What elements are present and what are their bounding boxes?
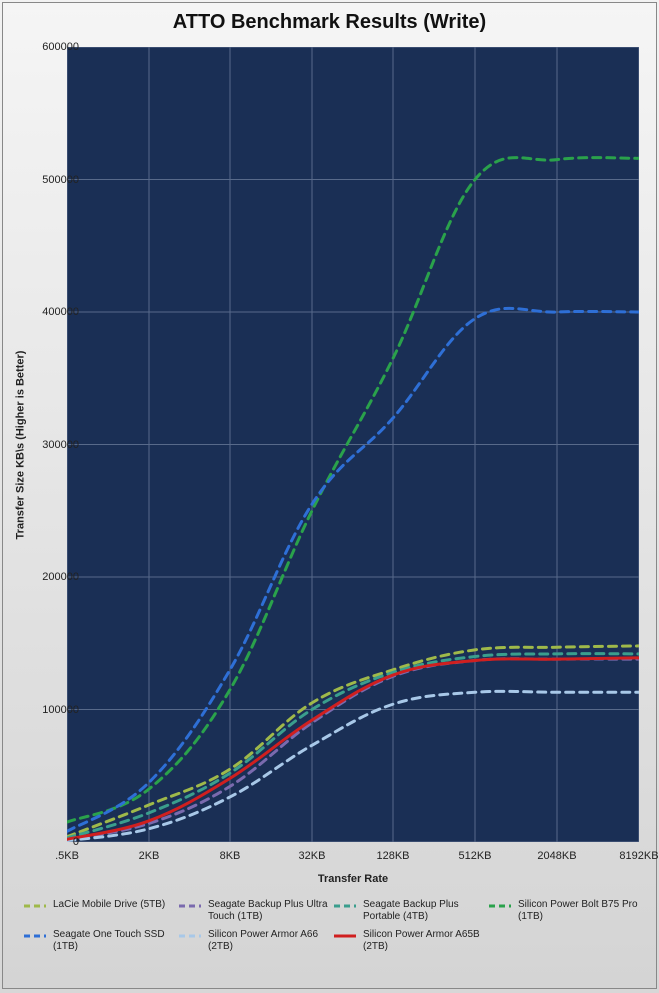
legend-item: Silicon Power Armor A65B (2TB) [333,929,488,953]
legend-label: Seagate Backup Plus Ultra Touch (1TB) [208,899,333,923]
x-tick-label: 2KB [139,850,160,862]
legend-item: Silicon Power Bolt B75 Pro (1TB) [488,899,643,923]
x-tick-label: 32KB [299,850,326,862]
legend-item: Seagate One Touch SSD (1TB) [23,929,178,953]
y-tick-label: 0 [19,836,79,848]
y-tick-label: 300000 [19,439,79,451]
legend: LaCie Mobile Drive (5TB) Seagate Backup P… [23,899,644,953]
x-axis-label: Transfer Rate [67,873,639,885]
x-tick-label: 512KB [458,850,491,862]
legend-item: LaCie Mobile Drive (5TB) [23,899,178,923]
legend-item: Silicon Power Armor A66 (2TB) [178,929,333,953]
y-tick-label: 400000 [19,306,79,318]
plot-area [67,47,639,842]
x-tick-label: 8KB [220,850,241,862]
legend-label: Seagate One Touch SSD (1TB) [53,929,178,953]
plot-svg [67,47,639,842]
y-tick-label: 200000 [19,571,79,583]
y-tick-label: 600000 [19,41,79,53]
x-tick-label: 8192KB [619,850,658,862]
y-tick-label: 500000 [19,174,79,186]
chart-frame: ATTO Benchmark Results (Write) Transfer … [2,2,657,989]
x-tick-label: 2048KB [537,850,576,862]
legend-label: Silicon Power Bolt B75 Pro (1TB) [518,899,643,923]
legend-item: Seagate Backup Plus Portable (4TB) [333,899,488,923]
legend-label: Seagate Backup Plus Portable (4TB) [363,899,488,923]
x-tick-label: 128KB [376,850,409,862]
legend-label: Silicon Power Armor A65B (2TB) [363,929,488,953]
legend-label: Silicon Power Armor A66 (2TB) [208,929,333,953]
chart-title: ATTO Benchmark Results (Write) [3,11,656,34]
y-tick-label: 100000 [19,704,79,716]
legend-label: LaCie Mobile Drive (5TB) [53,899,178,911]
x-tick-label: .5KB [55,850,79,862]
legend-item: Seagate Backup Plus Ultra Touch (1TB) [178,899,333,923]
